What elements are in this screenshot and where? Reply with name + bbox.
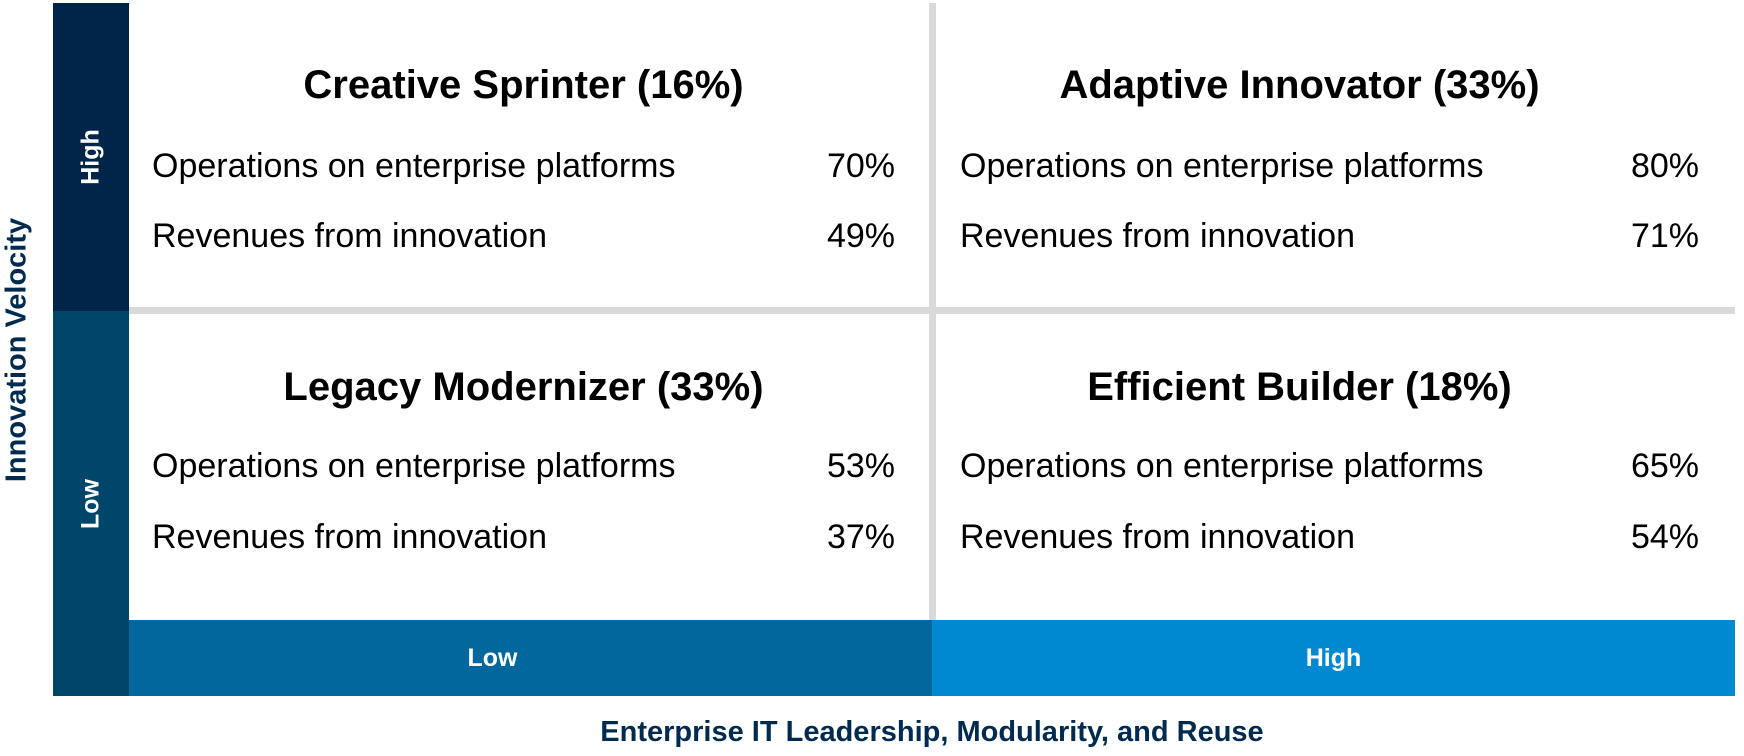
metric-value: 71%	[1630, 217, 1699, 255]
metric-label: Operations on enterprise platforms	[152, 147, 676, 185]
metric-label: Operations on enterprise platforms	[152, 447, 676, 485]
quadrant-title: Creative Sprinter (16%)	[303, 63, 744, 107]
y-axis-high-label: High	[76, 129, 105, 185]
y-axis-low-label: Low	[76, 478, 105, 529]
quadrant-title: Adaptive Innovator (33%)	[1059, 63, 1540, 107]
metric-value: 53%	[826, 447, 895, 485]
x-axis-low-label: Low	[467, 644, 518, 672]
metric-label: Revenues from innovation	[152, 518, 548, 556]
metric-label: Operations on enterprise platforms	[960, 447, 1484, 485]
metric-value: 65%	[1630, 447, 1699, 485]
metric-label: Revenues from innovation	[152, 217, 548, 255]
y-axis-title: Innovation Velocity	[0, 217, 33, 483]
metric-label: Operations on enterprise platforms	[960, 147, 1484, 185]
y-axis-low-band: Low	[53, 311, 129, 696]
quadrant-title: Efficient Builder (18%)	[1087, 365, 1512, 409]
y-axis-high-band: High	[53, 3, 129, 311]
metric-label: Revenues from innovation	[960, 518, 1356, 556]
metric-value: 70%	[826, 147, 895, 185]
x-axis-high-label: High	[1305, 644, 1362, 672]
x-axis-title: Enterprise IT Leadership, Modularity, an…	[600, 716, 1264, 748]
metric-value: 54%	[1630, 518, 1699, 556]
x-axis-high-band	[932, 620, 1735, 696]
quadrant-title: Legacy Modernizer (33%)	[283, 365, 764, 409]
metric-label: Revenues from innovation	[960, 217, 1356, 255]
vertical-divider	[929, 3, 936, 620]
metric-value: 37%	[826, 518, 895, 556]
metric-value: 49%	[826, 217, 895, 255]
x-axis-low-band	[129, 620, 932, 696]
metric-value: 80%	[1630, 147, 1699, 185]
